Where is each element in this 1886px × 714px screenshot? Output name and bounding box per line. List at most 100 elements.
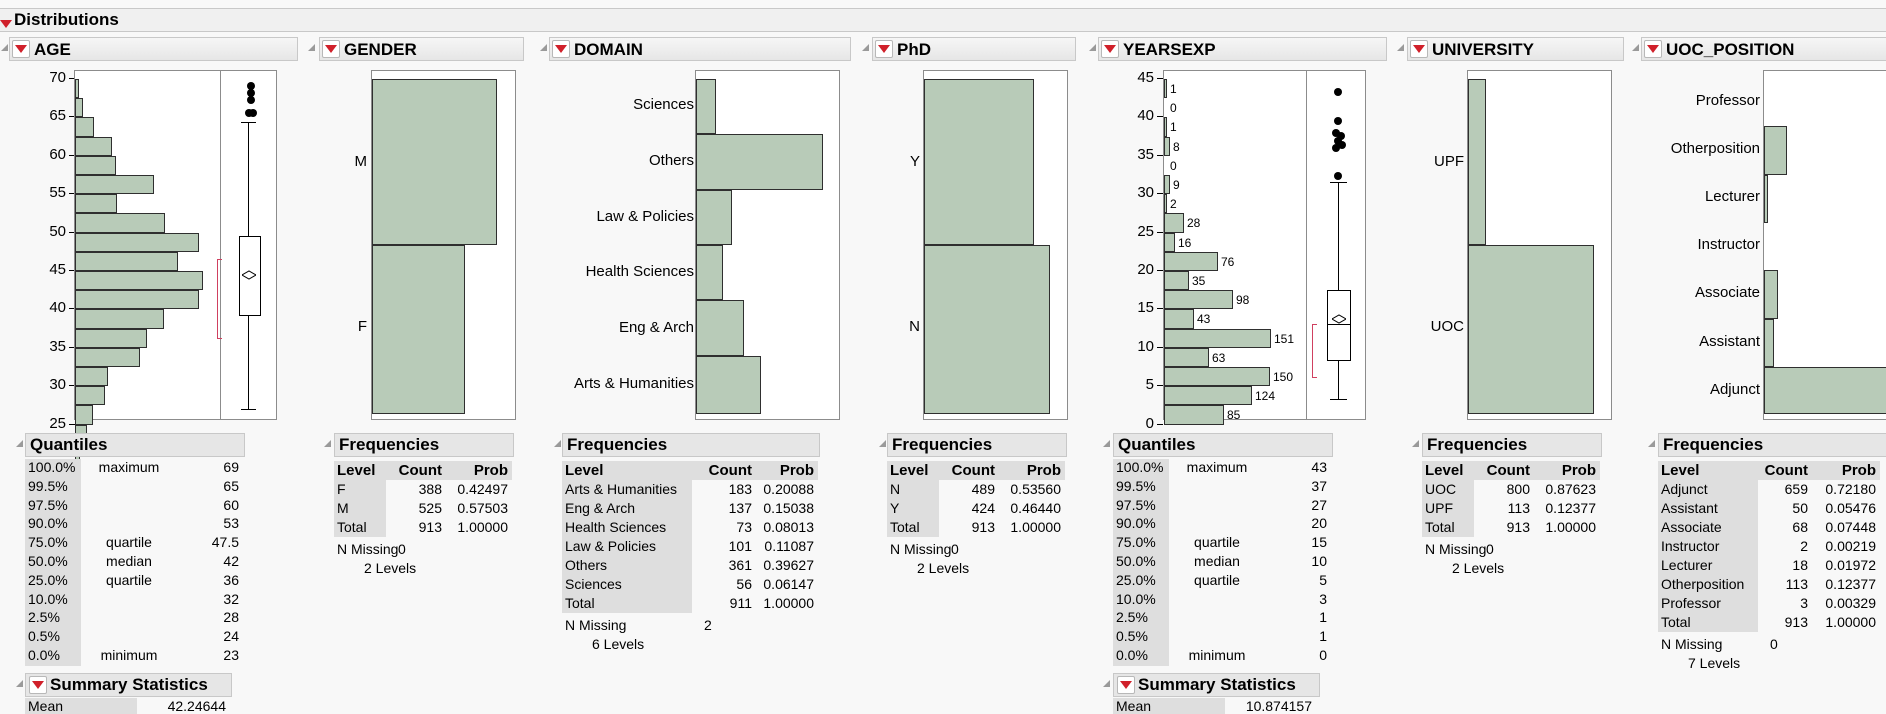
uoc-position-row-count: 113 — [1785, 576, 1808, 592]
phd-plot — [923, 70, 1068, 420]
phd-menu-icon[interactable] — [875, 40, 893, 58]
quantile-value: 53 — [223, 515, 239, 532]
age-summary-header[interactable]: Summary Statistics — [25, 673, 232, 697]
yearsexp-quantiles-disclosure-icon[interactable] — [1103, 440, 1110, 447]
gender-cat-m: M — [354, 153, 368, 170]
age-label: AGE — [34, 40, 71, 59]
report-title: Distributions — [14, 10, 119, 29]
uoc-position-freq-disclosure-icon[interactable] — [1648, 440, 1655, 447]
phd-row-prob: 0.53560 — [1010, 481, 1061, 497]
yearsexp-mean-value: 10.874157 — [1245, 698, 1312, 714]
yearsexp-mean-label: Mean — [1116, 698, 1152, 714]
age-box-plot — [217, 71, 276, 419]
university-row-prob: 0.12377 — [1545, 500, 1596, 516]
gender-menu-icon[interactable] — [322, 40, 340, 58]
yearsexp-bin-label: 16 — [1178, 235, 1192, 250]
phd-disclosure-icon[interactable] — [862, 44, 869, 51]
quantile-value: 69 — [223, 459, 239, 475]
yearsexp-quantiles-header[interactable]: Quantiles — [1113, 433, 1333, 457]
yearsexp-tickmark-10 — [1157, 346, 1163, 348]
age-bin — [75, 271, 203, 291]
phd-row-prob: 0.46440 — [1010, 500, 1061, 516]
uoc-position-menu-icon[interactable] — [1644, 40, 1662, 58]
domain-disclosure-icon[interactable] — [540, 44, 547, 51]
uoc-position-row-level: Instructor — [1661, 538, 1720, 554]
yearsexp-bin — [1164, 328, 1271, 348]
university-freq-disclosure-icon[interactable] — [1412, 440, 1419, 447]
uoc-position-bar-otherposition — [1764, 126, 1787, 175]
age-quantiles-header[interactable]: Quantiles — [25, 433, 245, 457]
age-summary-menu-icon[interactable] — [29, 676, 47, 694]
domain-missing-label: N Missing — [565, 617, 627, 633]
university-head-count: Count — [1486, 462, 1530, 479]
gender-head-prob: Prob — [473, 462, 508, 479]
uoc-position-level-shade — [1658, 480, 1758, 632]
university-menu-icon[interactable] — [1410, 40, 1428, 58]
quantile-value: 32 — [223, 590, 239, 607]
uoc-position-row-count: 50 — [1792, 500, 1808, 516]
domain-freq-header[interactable]: Frequencies — [562, 433, 820, 457]
gender-freq-disclosure-icon[interactable] — [324, 440, 331, 447]
uoc-position-row-prob: 0.00329 — [1825, 595, 1876, 611]
yearsexp-bin — [1164, 251, 1218, 271]
yearsexp-bin-label: 9 — [1173, 178, 1180, 192]
uoc-position-row-level: Total — [1661, 614, 1691, 630]
domain-menu-icon[interactable] — [552, 40, 570, 58]
quantile-pct: 2.5% — [28, 609, 60, 626]
yearsexp-tick-35: 35 — [1137, 145, 1154, 163]
domain-cat: Eng & Arch — [618, 319, 694, 337]
university-levels: 2 Levels — [1452, 560, 1505, 576]
distributions-title-bar: Distributions — [0, 8, 1886, 32]
quantile-value: 5 — [1319, 571, 1327, 588]
age-quantiles-disclosure-icon[interactable] — [16, 440, 23, 447]
yearsexp-summary-menu-icon[interactable] — [1117, 676, 1135, 694]
yearsexp-summary-disclosure-icon[interactable] — [1103, 680, 1110, 687]
yearsexp-disclosure-icon[interactable] — [1089, 44, 1096, 51]
university-bar-uoc — [1468, 245, 1594, 414]
domain-freq-disclosure-icon[interactable] — [554, 440, 561, 447]
domain-bar-health — [696, 245, 723, 300]
phd-freq-header[interactable]: Frequencies — [887, 433, 1067, 457]
domain-cat: Others — [648, 151, 694, 169]
yearsexp-bin — [1164, 213, 1184, 233]
gender-disclosure-icon[interactable] — [308, 44, 315, 51]
age-summary-disclosure-icon[interactable] — [16, 680, 23, 687]
university-freq-header[interactable]: Frequencies — [1422, 433, 1602, 457]
yearsexp-bin-label: 63 — [1212, 350, 1226, 365]
uoc-position-freq-header[interactable]: Frequencies — [1658, 433, 1886, 457]
yearsexp-menu-icon[interactable] — [1101, 40, 1119, 58]
gender-header: GENDER — [319, 37, 524, 61]
age-tickmark-55 — [69, 193, 75, 195]
quantile-name: minimum — [1188, 647, 1246, 663]
age-disclosure-icon[interactable] — [1, 44, 8, 51]
quantile-value: 37 — [1311, 477, 1327, 494]
yearsexp-tick-20: 20 — [1137, 261, 1154, 278]
uoc-position-bar-associate — [1764, 270, 1778, 319]
quantile-name: quartile — [106, 571, 152, 588]
uoc-position-row-prob: 0.00219 — [1825, 538, 1876, 554]
age-menu-icon[interactable] — [12, 40, 30, 58]
quantile-name: maximum — [98, 459, 160, 475]
uoc-position-cat: Adjunct — [1709, 380, 1760, 398]
quantile-value: 42 — [223, 553, 239, 569]
yearsexp-bin-label: 1 — [1170, 120, 1177, 135]
quantile-pct: 25.0% — [28, 571, 68, 588]
university-disclosure-icon[interactable] — [1397, 44, 1404, 51]
gender-freq-header[interactable]: Frequencies — [334, 433, 514, 457]
phd-freq-disclosure-icon[interactable] — [879, 440, 886, 447]
uoc-position-row-prob: 0.01972 — [1825, 557, 1876, 573]
uoc-position-row-prob: 0.07448 — [1825, 519, 1876, 535]
domain-head-level: Level — [565, 462, 604, 479]
yearsexp-bin — [1164, 386, 1252, 406]
gender-row-prob: 0.42497 — [457, 481, 508, 497]
age-bin — [75, 290, 199, 310]
uoc-position-row-count: 659 — [1784, 481, 1808, 497]
quantile-pct: 2.5% — [1116, 609, 1148, 626]
uoc-position-freq-head — [1658, 461, 1880, 480]
age-mean-label: Mean — [28, 698, 64, 714]
report-menu-icon[interactable] — [0, 15, 12, 33]
age-bin — [75, 194, 117, 214]
yearsexp-summary-header[interactable]: Summary Statistics — [1113, 673, 1320, 697]
uoc-position-disclosure-icon[interactable] — [1632, 44, 1639, 51]
quantile-value: 15 — [1311, 534, 1327, 551]
